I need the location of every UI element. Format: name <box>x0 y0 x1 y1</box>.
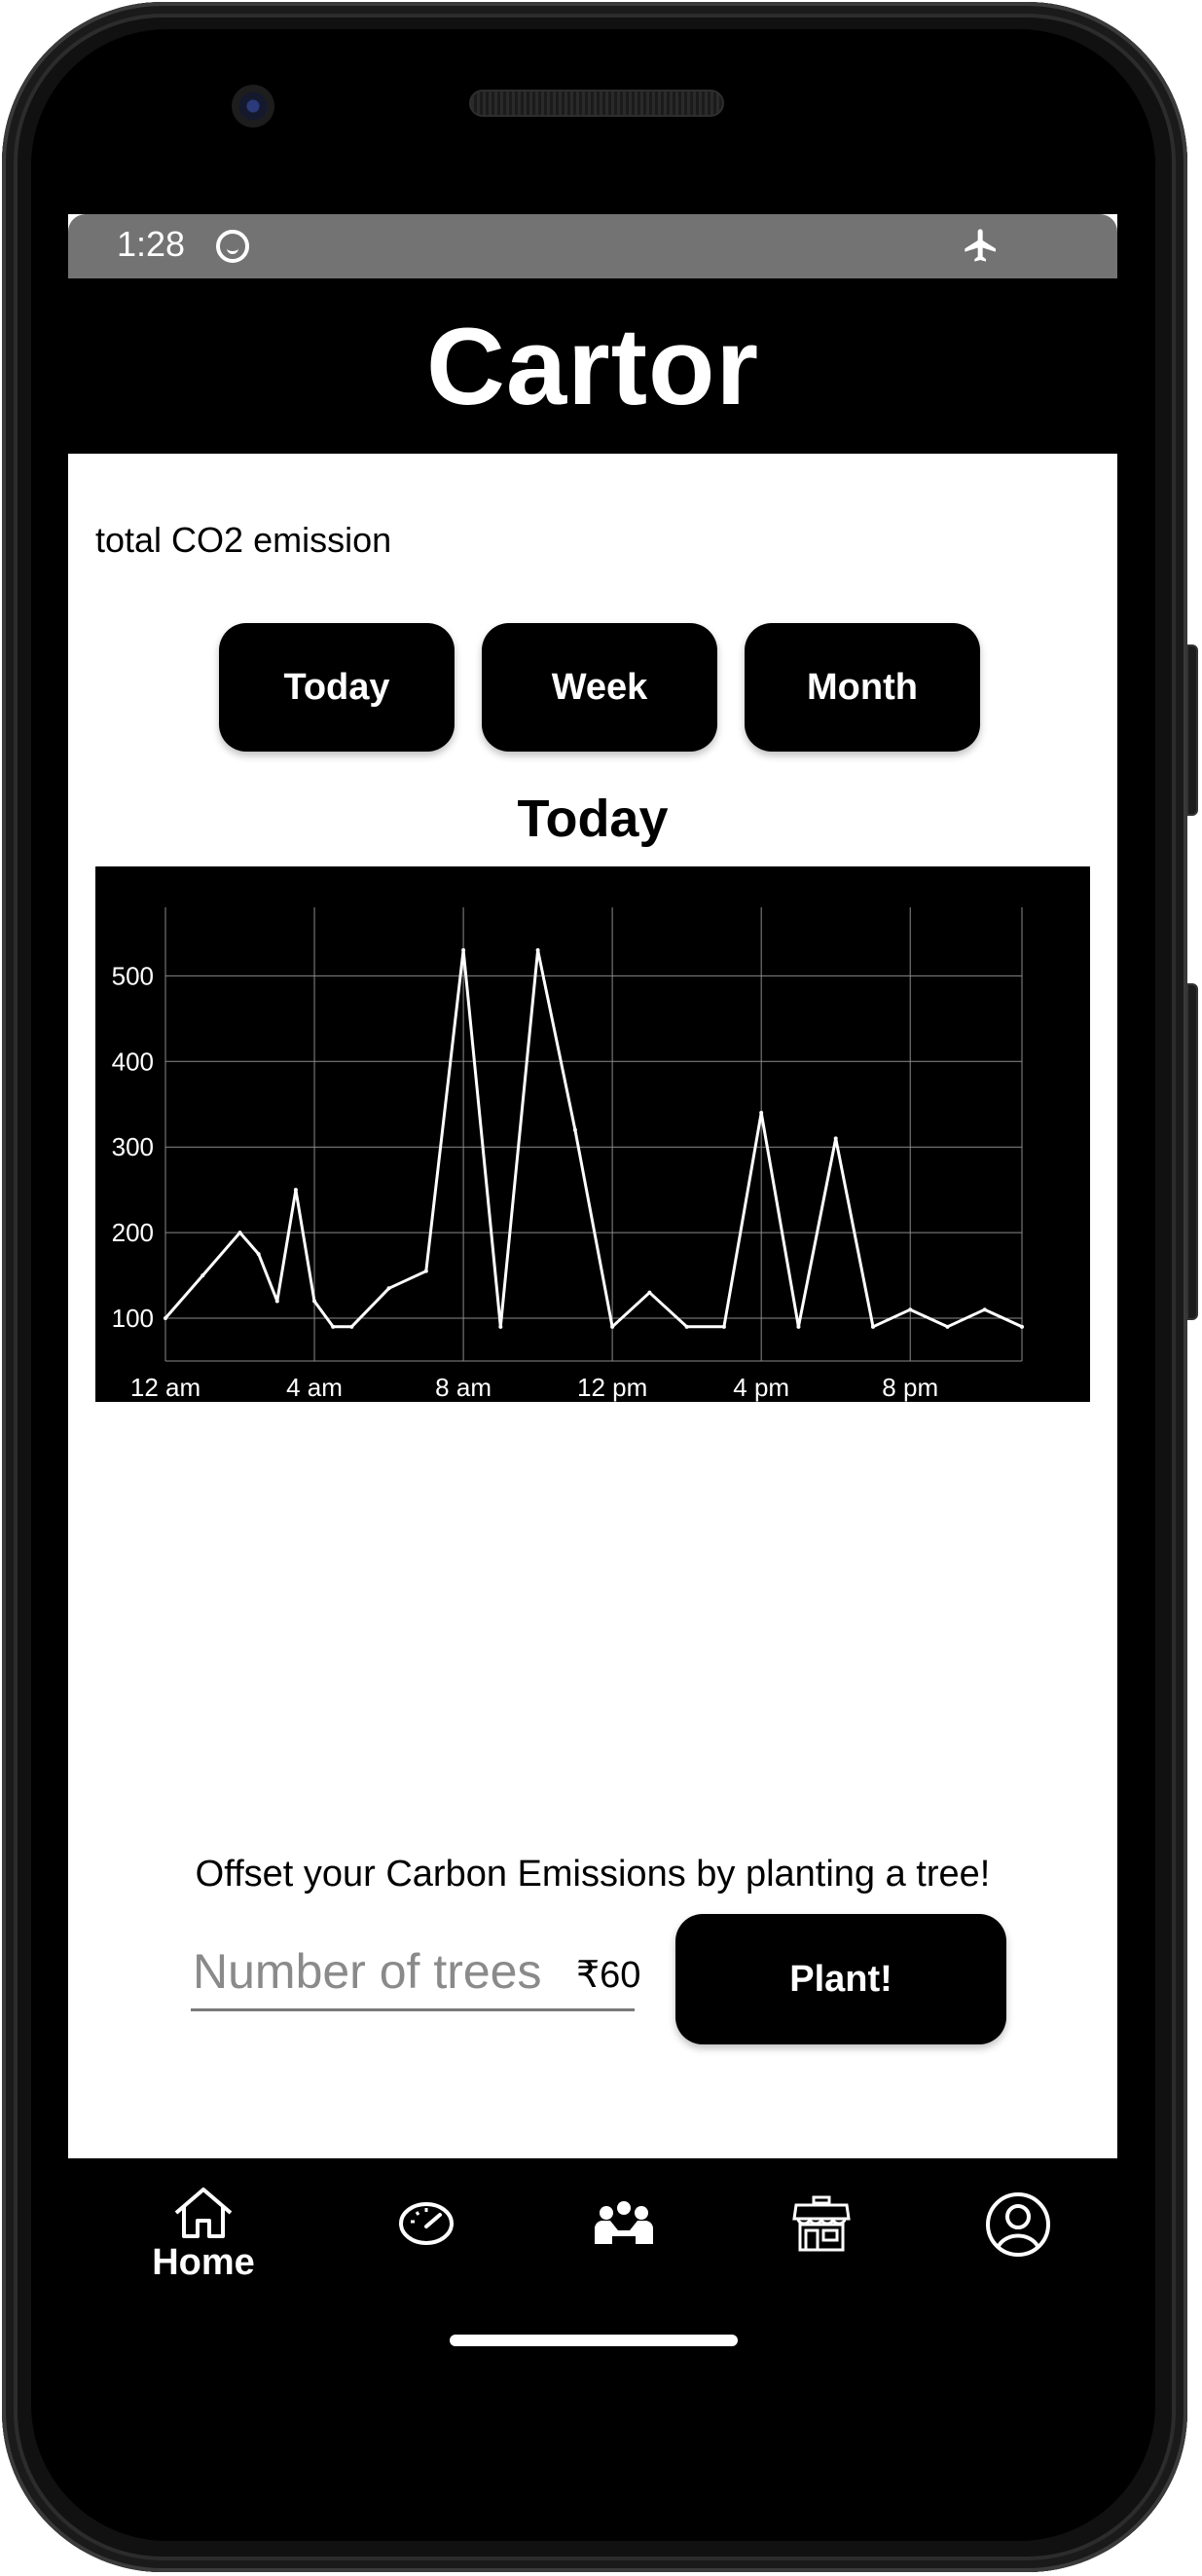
emission-data-point <box>647 1290 652 1295</box>
airplane-mode-icon <box>965 229 996 262</box>
emission-data-point <box>256 1252 261 1257</box>
emission-data-point <box>982 1307 987 1312</box>
today-button[interactable]: Today <box>219 623 455 752</box>
nav-home[interactable]: Home <box>126 2186 281 2302</box>
x-tick-label: 8 am <box>435 1373 492 1402</box>
emission-data-point <box>870 1324 875 1329</box>
nav-profile[interactable] <box>940 2191 1096 2308</box>
emission-data-point <box>498 1324 503 1329</box>
emission-data-point <box>237 1231 242 1235</box>
nav-community[interactable] <box>546 2199 702 2316</box>
month-button[interactable]: Month <box>745 623 980 752</box>
emission-data-point <box>423 1269 428 1273</box>
nav-dashboard[interactable] <box>348 2197 504 2314</box>
emission-line-chart: 100 200 300 400 500 12 am 4 am 8 am 12 pm 4 pm 8 p… <box>112 907 1024 1402</box>
notification-face-icon <box>216 230 249 263</box>
nav-home-label: Home <box>152 2242 255 2283</box>
range-selector: Today Week Month <box>219 623 980 752</box>
number-of-trees-input[interactable] <box>191 1933 635 2011</box>
x-tick-label: 12 am <box>130 1373 200 1402</box>
plant-button[interactable]: Plant! <box>675 1914 1006 2044</box>
tree-price: ₹60 <box>576 1955 641 1996</box>
emission-data-point <box>610 1324 615 1329</box>
status-time: 1:28 <box>117 224 186 264</box>
emission-section-label: total CO2 emission <box>95 520 392 560</box>
x-tick-label: 4 pm <box>733 1373 789 1402</box>
earpiece-speaker <box>469 90 724 117</box>
emission-data-point <box>349 1324 354 1329</box>
status-bar: 1:28 <box>68 214 1117 278</box>
emission-data-point <box>200 1273 205 1278</box>
emission-data-point <box>1020 1324 1024 1329</box>
emission-data-point <box>796 1324 801 1329</box>
x-tick-label: 4 am <box>286 1373 343 1402</box>
emission-data-point <box>164 1316 167 1321</box>
app-screen: 1:28 Cartor total CO2 emission Today Wee… <box>68 214 1117 2158</box>
app-header: Cartor <box>68 278 1117 454</box>
emission-data-point <box>535 947 540 952</box>
volume-button <box>1186 644 1198 816</box>
power-button <box>1186 983 1198 1320</box>
emission-chart: 100 200 300 400 500 12 am 4 am 8 am 12 pm 4 pm 8 p… <box>95 866 1090 1402</box>
home-icon <box>174 2188 233 2238</box>
emission-data-point <box>293 1188 298 1193</box>
week-button[interactable]: Week <box>482 623 717 752</box>
offset-prompt: Offset your Carbon Emissions by planting… <box>195 1854 991 1895</box>
emission-data-point <box>274 1299 279 1304</box>
y-tick-label: 100 <box>112 1304 154 1333</box>
emission-data-point <box>386 1286 391 1291</box>
emission-data-point <box>684 1324 689 1329</box>
y-tick-label: 400 <box>112 1047 154 1076</box>
emission-data-point <box>759 1111 764 1116</box>
profile-icon <box>986 2192 1050 2257</box>
y-tick-label: 300 <box>112 1132 154 1161</box>
y-tick-label: 200 <box>112 1218 154 1247</box>
app-title: Cartor <box>425 305 760 427</box>
chart-title: Today <box>517 790 669 848</box>
speedometer-icon <box>399 2202 454 2245</box>
emission-data-point <box>945 1324 950 1329</box>
home-indicator[interactable] <box>450 2335 738 2346</box>
emission-data-point <box>312 1299 317 1304</box>
emission-series-line <box>164 948 1023 1329</box>
nav-store[interactable] <box>744 2195 899 2312</box>
emission-data-point <box>461 947 466 952</box>
front-camera <box>232 85 274 128</box>
emission-data-point <box>331 1324 336 1329</box>
community-icon <box>595 2201 653 2244</box>
bottom-navigation: Home <box>68 2158 1117 2324</box>
x-tick-label: 8 pm <box>882 1373 938 1402</box>
y-tick-label: 500 <box>112 961 154 990</box>
store-icon <box>792 2195 851 2252</box>
emission-data-point <box>572 1127 577 1132</box>
x-tick-label: 12 pm <box>577 1373 647 1402</box>
emission-data-point <box>833 1136 838 1141</box>
emission-data-point <box>908 1307 913 1312</box>
emission-data-point <box>721 1324 726 1329</box>
